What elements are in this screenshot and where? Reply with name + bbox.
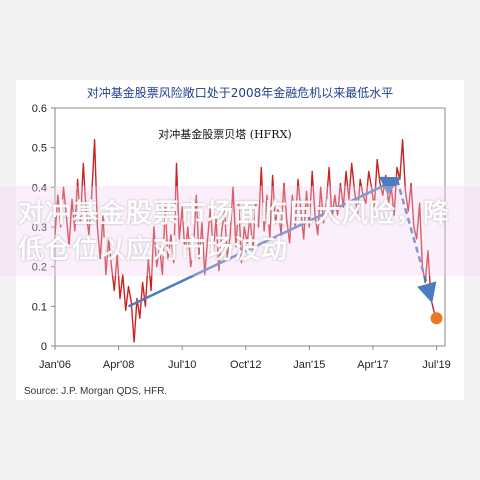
x-tick-label: Apr'08 <box>103 359 134 371</box>
source-note: Source: J.P. Morgan QDS, HFR. <box>24 386 168 397</box>
y-tick-label: 0.5 <box>32 143 47 155</box>
trend-up-arrow <box>127 176 402 308</box>
x-tick-label: Apr'17 <box>357 359 388 371</box>
x-tick-label: Jan'06 <box>39 359 71 371</box>
chart-annotations <box>127 176 443 325</box>
overlay-band <box>0 186 480 276</box>
chart-title: 对冲基金股票贝塔 (HFRX) <box>158 127 291 141</box>
y-tick-label: 0.1 <box>32 301 47 313</box>
page-title: 对冲基金股票风险敞口处于2008年金融危机以来最低水平 <box>86 86 394 100</box>
x-tick-label: Jan'15 <box>293 359 325 371</box>
y-tick-label: 0.2 <box>32 262 47 274</box>
x-tick-label: Jul'10 <box>168 359 196 371</box>
x-tick-label: Jul'19 <box>422 359 450 371</box>
y-tick-label: 0.3 <box>32 222 47 234</box>
overlay-headline: 对冲基金股票市场面临巨大风险，降低仓位以应对市场波动 <box>18 199 451 265</box>
y-tick-label: 0.4 <box>32 182 47 194</box>
chart-axes: 0 0.1 0.2 0.3 0.4 0.5 0.6 Jan'06 Apr'08 Jul'10 Oct… <box>32 103 451 371</box>
x-tick-label: Oct'12 <box>230 359 261 371</box>
trend-down-arrow <box>395 179 437 304</box>
y-tick-label: 0 <box>41 341 47 353</box>
end-point-marker <box>430 312 443 325</box>
y-tick-label: 0.6 <box>32 103 47 115</box>
chart-series <box>54 138 438 343</box>
series-line <box>54 138 438 343</box>
